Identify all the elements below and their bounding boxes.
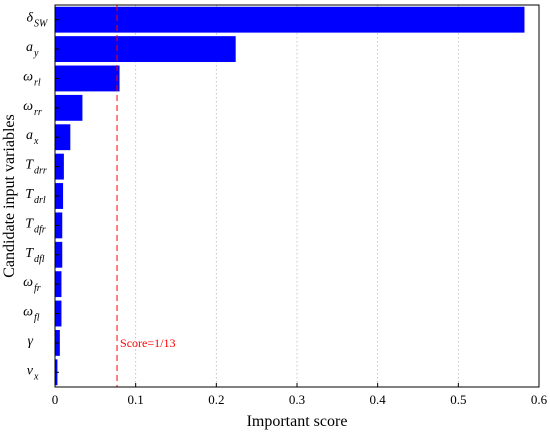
category-symbol: T	[25, 187, 34, 202]
x-tick-label: 0.1	[128, 392, 144, 407]
bar	[55, 94, 83, 121]
category-label: T	[25, 216, 34, 231]
category-subscript: rr	[34, 107, 42, 118]
category-symbol: ω	[23, 305, 33, 320]
category-subscript: drl	[34, 195, 46, 206]
category-label: γ	[27, 334, 33, 349]
category-symbol: T	[25, 216, 34, 231]
category-symbol: ω	[23, 275, 33, 290]
x-tick-label: 0.4	[370, 392, 387, 407]
category-label: ω	[23, 69, 33, 84]
x-axis-label: Important score	[247, 413, 348, 430]
reference-line-label: Score=1/13	[120, 336, 175, 350]
category-symbol: v	[27, 363, 34, 378]
bar	[55, 153, 64, 180]
x-axis-ticks: 0 0.1 0.2 0.3 0.4 0.5 0.6	[52, 383, 548, 407]
bar	[55, 124, 71, 151]
x-tick-label: 0.2	[208, 392, 224, 407]
category-symbol: ω	[23, 99, 33, 114]
category-label: δ	[26, 11, 33, 26]
category-subscript: fr	[34, 283, 41, 294]
category-symbol: T	[25, 246, 34, 261]
category-label: T	[25, 158, 34, 173]
category-label: a	[26, 128, 33, 143]
category-subscript: SW	[34, 19, 49, 30]
category-symbol: a	[26, 128, 33, 143]
category-subscript: rl	[34, 77, 41, 88]
category-subscript: x	[33, 371, 39, 382]
x-tick-label: 0	[52, 392, 59, 407]
category-label: T	[25, 246, 34, 261]
category-subscript: drr	[34, 166, 47, 177]
bars	[55, 6, 525, 386]
bar	[55, 183, 64, 209]
x-tick-label: 0.6	[531, 392, 548, 407]
category-subscript: y	[33, 48, 39, 59]
category-label: ω	[23, 275, 33, 290]
bar	[55, 36, 236, 63]
bar	[55, 65, 120, 92]
category-label: ω	[23, 305, 33, 320]
category-subscript: x	[33, 136, 39, 147]
category-subscript: fl	[34, 313, 40, 324]
x-tick-label: 0.3	[289, 392, 305, 407]
x-tick-label: 0.5	[450, 392, 466, 407]
y-axis-label: Candidate input variables	[1, 114, 18, 278]
category-label: v	[27, 363, 34, 378]
bar	[55, 6, 525, 33]
category-label: ω	[23, 99, 33, 114]
category-symbol: δ	[26, 11, 33, 26]
category-symbol: T	[25, 158, 34, 173]
category-symbol: a	[26, 40, 33, 55]
category-subscript: dfl	[34, 254, 45, 265]
category-label: T	[25, 187, 34, 202]
category-symbol: γ	[27, 334, 33, 349]
grid-lines	[135, 5, 459, 387]
category-subscript: dfr	[34, 224, 46, 235]
category-label: a	[26, 40, 33, 55]
reference-line-group: Score=1/13	[116, 5, 175, 387]
category-symbol: ω	[23, 69, 33, 84]
